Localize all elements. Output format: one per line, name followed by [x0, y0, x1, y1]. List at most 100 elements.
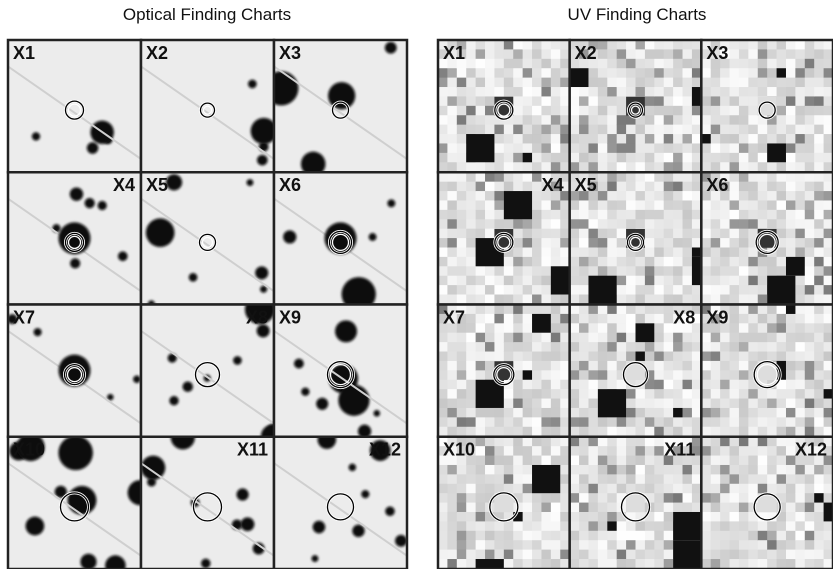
pixel	[541, 408, 551, 418]
pixel	[485, 219, 495, 229]
pixel	[786, 59, 796, 69]
pixel	[748, 68, 758, 78]
star	[349, 464, 357, 472]
pixel	[617, 465, 627, 475]
pixel	[579, 474, 589, 484]
pixel	[617, 474, 627, 484]
pixel	[570, 276, 580, 286]
pixel	[551, 106, 561, 116]
pixel	[758, 323, 768, 333]
pixel	[485, 417, 495, 427]
pixel	[654, 380, 664, 390]
pixel	[814, 389, 824, 399]
source	[767, 143, 786, 162]
pixel	[730, 87, 740, 97]
pixel	[654, 247, 664, 257]
pixel	[551, 446, 561, 456]
pixel	[598, 380, 608, 390]
pixel	[636, 78, 646, 88]
pixel	[664, 465, 674, 475]
pixel	[476, 106, 486, 116]
pixel	[447, 238, 457, 248]
pixel	[645, 550, 655, 560]
pixel	[824, 314, 833, 324]
pixel	[523, 521, 533, 531]
pixel	[579, 314, 589, 324]
pixel	[654, 200, 664, 210]
pixel	[551, 361, 561, 371]
pixel	[795, 333, 805, 343]
pixel	[739, 266, 749, 276]
pixel	[683, 370, 693, 380]
pixel	[438, 219, 448, 229]
pixel	[805, 323, 815, 333]
pixel	[701, 276, 711, 286]
pixel	[579, 200, 589, 210]
pixel	[654, 305, 664, 315]
pixel	[767, 352, 777, 362]
pixel	[532, 210, 542, 220]
pixel	[730, 68, 740, 78]
pixel	[673, 389, 683, 399]
pixel	[739, 417, 749, 427]
pixel	[607, 531, 617, 541]
pixel	[814, 370, 824, 380]
pixel	[494, 305, 504, 315]
pixel	[447, 191, 457, 201]
pixel	[523, 550, 533, 560]
pixel	[795, 531, 805, 541]
pixel	[607, 465, 617, 475]
pixel	[598, 512, 608, 522]
pixel	[579, 446, 589, 456]
pixel	[532, 380, 542, 390]
pixel	[513, 417, 523, 427]
pixel	[476, 49, 486, 59]
pixel	[438, 417, 448, 427]
pixel	[758, 295, 768, 305]
pixel	[824, 68, 833, 78]
pixel	[438, 87, 448, 97]
pixel	[777, 559, 787, 569]
pixel	[730, 210, 740, 220]
pixel	[541, 68, 551, 78]
pixel	[824, 559, 833, 569]
pixel	[758, 125, 768, 135]
pixel	[523, 87, 533, 97]
pixel	[814, 134, 824, 144]
pixel	[824, 361, 833, 371]
pixel	[664, 521, 674, 531]
pixel	[645, 238, 655, 248]
pixel	[485, 162, 495, 172]
pixel	[617, 333, 627, 343]
pixel	[570, 200, 580, 210]
source	[466, 134, 494, 162]
pixel	[654, 361, 664, 371]
pixel	[466, 427, 476, 437]
pixel	[523, 295, 533, 305]
pixel	[523, 437, 533, 447]
pixel	[720, 493, 730, 503]
pixel	[588, 389, 598, 399]
pixel	[598, 342, 608, 352]
star	[70, 258, 80, 268]
pixel	[551, 323, 561, 333]
pixel	[532, 305, 542, 315]
pixel	[758, 521, 768, 531]
pixel	[541, 134, 551, 144]
pixel	[824, 295, 833, 305]
pixel	[598, 87, 608, 97]
pixel	[588, 153, 598, 163]
pixel	[805, 172, 815, 182]
cell-label: X12	[369, 440, 401, 460]
pixel	[805, 153, 815, 163]
pixel	[767, 314, 777, 324]
pixel	[551, 134, 561, 144]
pixel	[645, 352, 655, 362]
pixel	[720, 417, 730, 427]
pixel	[617, 257, 627, 267]
pixel	[767, 78, 777, 88]
pixel	[730, 200, 740, 210]
pixel	[673, 503, 683, 513]
pixel	[447, 503, 457, 513]
pixel	[598, 229, 608, 239]
